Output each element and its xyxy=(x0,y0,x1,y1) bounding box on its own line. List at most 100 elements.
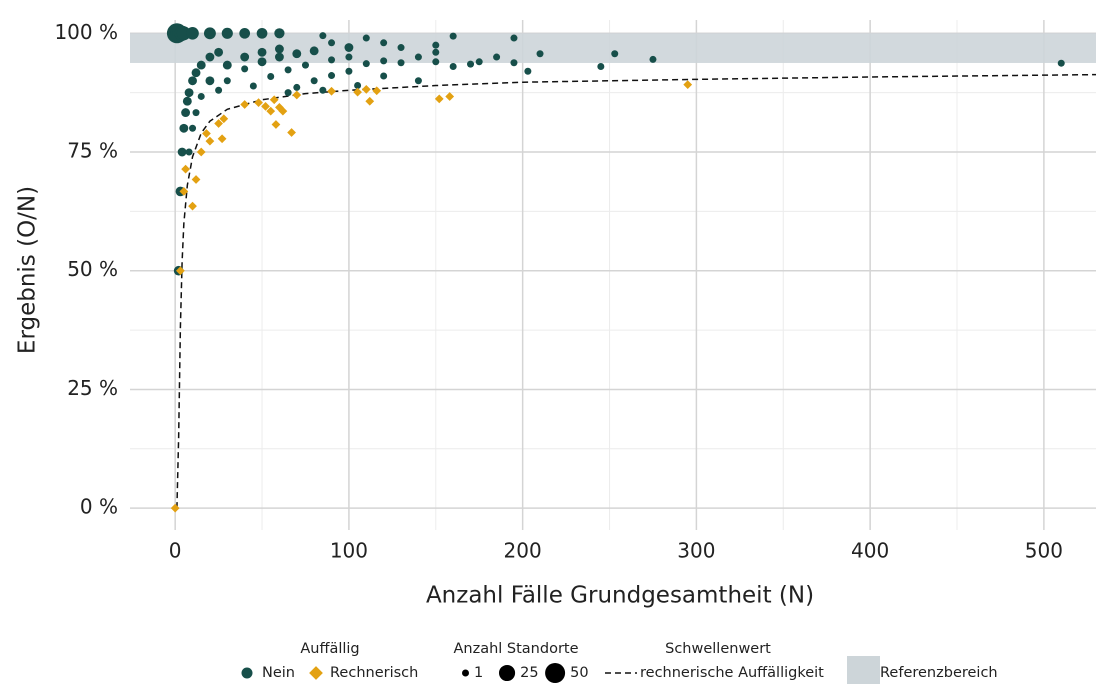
point xyxy=(203,27,216,40)
y-axis-title: Ergebnis (O/N) xyxy=(15,186,41,354)
point xyxy=(191,175,201,184)
y-tick-label: 100 % xyxy=(54,20,118,44)
point xyxy=(191,68,201,78)
point xyxy=(301,61,309,69)
legend-size-marker xyxy=(545,663,566,683)
point xyxy=(362,34,370,42)
point xyxy=(284,66,292,74)
point xyxy=(432,48,440,56)
point xyxy=(271,120,281,129)
point xyxy=(445,92,455,101)
point xyxy=(597,63,605,71)
point xyxy=(170,503,180,513)
point xyxy=(267,73,275,81)
point xyxy=(219,114,229,124)
point xyxy=(186,27,199,40)
point xyxy=(223,77,231,85)
point xyxy=(287,128,296,137)
point xyxy=(257,47,267,57)
point xyxy=(202,129,211,138)
point xyxy=(524,67,532,75)
point xyxy=(510,59,518,67)
point xyxy=(257,57,267,67)
point xyxy=(380,57,388,65)
point xyxy=(414,53,422,61)
x-tick-label: 300 xyxy=(677,539,715,563)
point xyxy=(397,59,405,67)
x-tick-label: 100 xyxy=(330,539,368,563)
point xyxy=(510,34,518,42)
point xyxy=(380,39,388,47)
point xyxy=(205,136,215,146)
point xyxy=(380,72,388,80)
point xyxy=(217,134,227,144)
legend-label: 25 xyxy=(520,665,538,681)
legend-label: rechnerische Auffälligkeit xyxy=(640,665,824,681)
point xyxy=(181,164,190,174)
point xyxy=(292,49,302,59)
legend-label: Nein xyxy=(262,665,295,681)
point xyxy=(188,201,197,211)
point xyxy=(493,53,501,61)
point xyxy=(181,108,191,118)
point xyxy=(240,52,250,62)
point xyxy=(221,27,233,39)
y-tick-label: 25 % xyxy=(67,376,118,400)
point xyxy=(184,88,194,98)
point xyxy=(432,58,440,66)
point xyxy=(328,56,336,64)
legend-title: Schwellenwert xyxy=(665,641,771,657)
point xyxy=(353,87,362,97)
point xyxy=(214,119,223,128)
point xyxy=(274,52,284,62)
x-tick-label: 400 xyxy=(851,539,889,563)
point xyxy=(179,187,189,196)
point xyxy=(189,124,197,132)
point xyxy=(293,83,301,91)
point xyxy=(649,55,657,63)
y-tick-label: 0 % xyxy=(80,495,118,519)
point xyxy=(354,82,362,90)
point xyxy=(182,96,192,106)
point xyxy=(188,76,197,86)
point xyxy=(328,39,336,47)
point xyxy=(205,76,215,86)
point xyxy=(683,80,693,89)
point xyxy=(284,89,292,97)
point xyxy=(249,82,257,90)
legend-swatch xyxy=(847,656,880,684)
threshold-line xyxy=(176,73,1096,509)
point xyxy=(611,50,619,58)
point xyxy=(414,77,422,85)
point xyxy=(214,47,224,57)
point xyxy=(215,86,223,94)
point xyxy=(239,27,251,39)
x-axis-title: Anzahl Fälle Grundgesamtheit (N) xyxy=(426,583,814,609)
legend-marker xyxy=(241,667,253,679)
point xyxy=(327,86,336,96)
legend-size-marker xyxy=(462,669,469,677)
legend-title: Anzahl Standorte xyxy=(453,641,578,657)
point xyxy=(192,109,200,117)
point xyxy=(319,86,327,94)
legend-label: 50 xyxy=(570,665,588,681)
legend-size-marker xyxy=(499,664,516,682)
point xyxy=(240,100,250,109)
x-tick-label: 500 xyxy=(1025,539,1063,563)
point xyxy=(319,32,327,40)
point xyxy=(222,60,232,70)
point xyxy=(397,44,405,52)
point xyxy=(536,50,544,58)
point xyxy=(434,94,444,104)
point xyxy=(254,98,263,108)
point xyxy=(278,106,288,116)
point xyxy=(179,123,189,133)
point xyxy=(344,43,354,52)
point xyxy=(432,41,440,49)
point xyxy=(274,44,284,54)
point xyxy=(176,266,185,276)
point xyxy=(449,63,457,71)
y-tick-label: 75 % xyxy=(67,139,118,163)
point xyxy=(328,72,336,80)
point xyxy=(185,148,193,156)
